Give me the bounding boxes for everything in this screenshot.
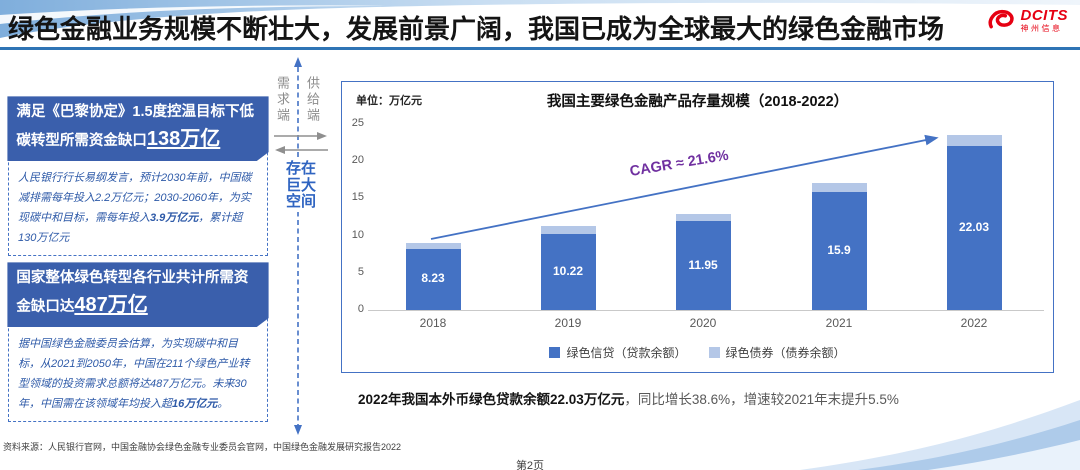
panel-body: 据中国绿色金融委员会估算，为实现碳中和目标，从2021到2050年，中国在211… <box>18 338 250 411</box>
y-axis-tick: 15 <box>351 191 364 204</box>
vertical-dashed-arrow <box>294 57 302 435</box>
dcits-logo: DCITS 神州信息 <box>987 7 1069 33</box>
x-axis-label: 2021 <box>825 316 853 330</box>
chart-title: 我国主要绿色金融产品存量规模（2018-2022） <box>546 94 849 110</box>
supply-side-label: 供给端 <box>305 76 320 124</box>
y-axis-tick: 0 <box>357 303 364 315</box>
logo-swirl-icon <box>988 9 1014 29</box>
bar-segment-bond <box>405 242 461 249</box>
legend-label: 绿色债券（债券余额） <box>725 346 846 360</box>
legend-item: 绿色债券（债券余额） <box>708 344 846 361</box>
headline-number: 487万亿 <box>74 294 148 317</box>
info-panel-paris-agreement: 满足《巴黎协定》1.5度控温目标下低碳转型所需资金缺口138万亿 人民银行行长易… <box>7 96 268 257</box>
panel-headline: 国家整体绿色转型各行业共计所需资金缺口达487万亿 <box>7 262 268 327</box>
bar-segment-credit <box>405 248 461 310</box>
legend-label: 绿色信贷（贷款余额） <box>566 346 687 360</box>
bar-segment-credit <box>540 233 596 310</box>
chart-container: 单位：万亿元 我国主要绿色金融产品存量规模（2018-2022） 0 5 10 15 2… <box>341 81 1054 373</box>
demand-side-label: 需求端 <box>275 76 290 124</box>
data-source-note: 资料来源：人民银行官网，中国金融协会绿色金融专业委员会官网，中国绿色金融发展研究… <box>3 442 402 452</box>
bar-segment-credit <box>946 146 1002 310</box>
legend-item: 绿色信贷（贷款余额） <box>549 344 687 361</box>
legend-swatch <box>708 347 720 358</box>
chart-plot-area: 0 5 10 15 20 25 8.23 2018 10.22 2019 11.95 2020 15.9… <box>342 82 1053 372</box>
x-axis-label: 2022 <box>960 316 988 330</box>
x-axis-line <box>368 310 1044 311</box>
bar-value-label: 10.22 <box>552 263 584 278</box>
page-number: 第2页 <box>515 460 545 470</box>
bar-value-label: 11.95 <box>688 257 718 272</box>
chart-unit-label: 单位：万亿元 <box>356 95 422 107</box>
bar-segment-bond <box>811 182 867 192</box>
bar-segment-bond <box>675 214 731 222</box>
legend-swatch <box>549 347 561 358</box>
x-axis-label: 2018 <box>419 316 447 330</box>
x-axis-label: 2020 <box>689 316 717 330</box>
y-axis-tick: 10 <box>351 228 364 241</box>
panel-headline: 满足《巴黎协定》1.5度控温目标下低碳转型所需资金缺口138万亿 <box>7 96 268 161</box>
summary-rest: ，同比增长38.6%，增速较2021年末提升5.5% <box>624 392 899 407</box>
y-axis-tick: 20 <box>351 154 364 167</box>
chart-legend: 绿色信贷（贷款余额） 绿色债券（债券余额） <box>342 344 1053 361</box>
bar-segment-bond <box>946 134 1002 147</box>
headline-number: 138万亿 <box>146 128 221 151</box>
y-axis-tick: 25 <box>351 117 364 129</box>
summary-bold: 2022年我国本外币绿色贷款余额22.03万亿元 <box>358 392 625 407</box>
y-axis-tick: 5 <box>357 265 364 278</box>
page-title: 绿色金融业务规模不断壮大，发展前景广阔，我国已成为全球最大的绿色金融市场 <box>8 14 945 44</box>
info-panel-national-transition: 国家整体绿色转型各行业共计所需资金缺口达487万亿 据中国绿色金融委员会估算，为… <box>7 262 268 423</box>
bar-value-label: 15.9 <box>827 242 851 257</box>
logo-brand: DCITS <box>1020 6 1068 24</box>
bar-value-label: 22.03 <box>958 220 990 235</box>
header-divider <box>0 47 1080 50</box>
logo-company: 神州信息 <box>1020 23 1063 33</box>
bar-segment-bond <box>540 225 596 234</box>
x-axis-label: 2019 <box>554 316 582 330</box>
huge-gap-label: 存在巨大空间 <box>284 160 318 212</box>
summary-statement: 2022年我国本外币绿色贷款余额22.03万亿元，同比增长38.6%，增速较20… <box>358 388 899 408</box>
supply-demand-arrows-icon <box>274 132 328 154</box>
bar-value-label: 8.23 <box>421 271 445 286</box>
panel-body: 人民银行行长易纲发言，预计2030年前，中国碳减排需每年投入2.2万亿元；203… <box>18 172 252 245</box>
